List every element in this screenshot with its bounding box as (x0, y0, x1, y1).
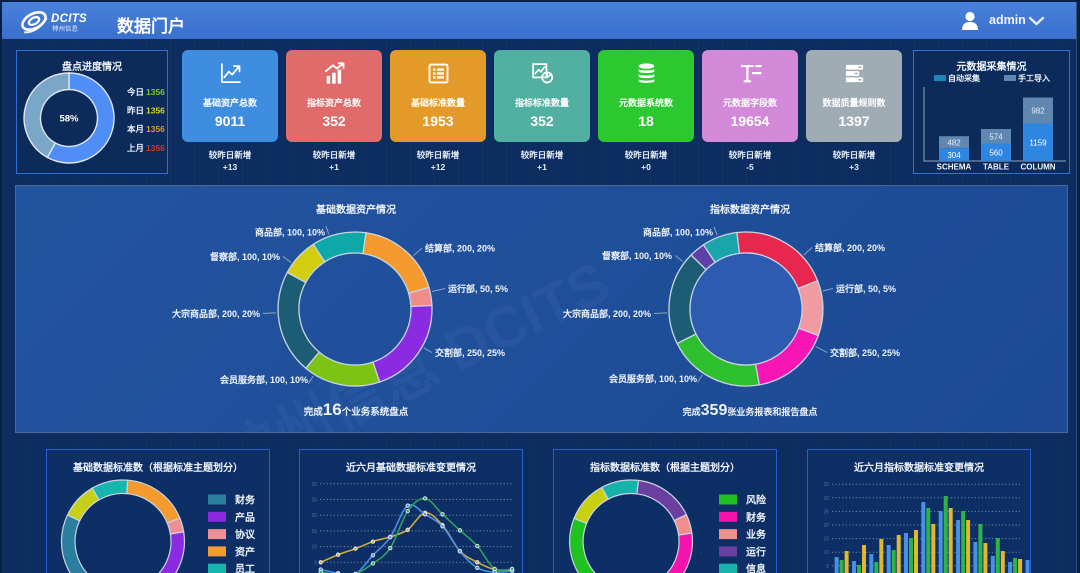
svg-text:督察部, 100, 10%: 督察部, 100, 10% (602, 250, 672, 261)
svg-text:15: 15 (311, 529, 317, 535)
svg-text:大宗商品部, 200, 20%: 大宗商品部, 200, 20% (172, 308, 260, 319)
svg-text:信息: 信息 (746, 563, 766, 573)
svg-text:10: 10 (823, 550, 829, 556)
svg-text:结算部, 200, 20%: 结算部, 200, 20% (815, 242, 885, 253)
svg-text:商品部, 100, 10%: 商品部, 100, 10% (643, 227, 713, 238)
svg-text:业务: 业务 (746, 528, 767, 541)
svg-text:会员服务部, 100, 10%: 会员服务部, 100, 10% (609, 373, 697, 384)
svg-text:指标数据资产情况: 指标数据资产情况 (710, 203, 790, 216)
svg-text:上月: 上月 (127, 143, 144, 153)
svg-text:COLUMN: COLUMN (1020, 163, 1055, 172)
svg-text:1356: 1356 (146, 143, 165, 153)
svg-text:交割部, 250, 25%: 交割部, 250, 25% (830, 347, 900, 358)
svg-text:财务: 财务 (745, 511, 767, 524)
svg-text:1356: 1356 (146, 124, 165, 134)
svg-text:完成16个业务系统盘点: 完成16个业务系统盘点 (304, 400, 409, 419)
svg-text:大宗商品部, 200, 20%: 大宗商品部, 200, 20% (563, 308, 651, 319)
svg-text:资产: 资产 (235, 545, 255, 558)
svg-text:TABLE: TABLE (983, 163, 1010, 172)
svg-text:15: 15 (823, 537, 829, 543)
svg-text:手工导入: 手工导入 (1018, 73, 1050, 83)
svg-text:560: 560 (989, 149, 1003, 158)
svg-text:35: 35 (823, 482, 829, 488)
svg-text:产品: 产品 (235, 511, 255, 524)
svg-text:1356: 1356 (146, 87, 165, 97)
svg-text:今日: 今日 (126, 87, 144, 97)
svg-text:督察部, 100, 10%: 督察部, 100, 10% (210, 251, 280, 262)
svg-text:运行部, 50, 5%: 运行部, 50, 5% (448, 283, 508, 294)
svg-text:结算部, 200, 20%: 结算部, 200, 20% (425, 243, 495, 254)
svg-text:风险: 风险 (746, 494, 767, 507)
svg-text:财务: 财务 (234, 494, 256, 507)
svg-text:5: 5 (314, 560, 317, 566)
svg-text:20: 20 (823, 523, 829, 529)
svg-text:本月: 本月 (127, 124, 144, 134)
svg-text:20: 20 (311, 513, 317, 519)
svg-text:运行: 运行 (746, 545, 766, 558)
svg-text:昨日: 昨日 (127, 106, 144, 116)
svg-text:协议: 协议 (235, 528, 256, 541)
svg-text:5: 5 (826, 564, 829, 570)
svg-text:基础数据资产情况: 基础数据资产情况 (315, 203, 396, 216)
svg-text:SCHEMA: SCHEMA (937, 163, 972, 172)
svg-text:商品部, 100, 10%: 商品部, 100, 10% (255, 227, 325, 238)
svg-text:神州信息: 神州信息 (52, 24, 79, 33)
svg-text:交割部, 250, 25%: 交割部, 250, 25% (435, 347, 505, 358)
svg-text:30: 30 (311, 482, 317, 488)
svg-text:DCITS: DCITS (51, 13, 87, 25)
svg-text:482: 482 (947, 139, 961, 148)
svg-text:员工: 员工 (235, 564, 255, 573)
svg-text:574: 574 (989, 133, 1003, 142)
svg-text:982: 982 (1031, 107, 1045, 116)
svg-text:25: 25 (823, 509, 829, 515)
svg-text:运行部, 50, 5%: 运行部, 50, 5% (836, 283, 896, 294)
svg-text:完成359张业务报表和报告盘点: 完成359张业务报表和报告盘点 (683, 402, 818, 419)
svg-text:1356: 1356 (146, 106, 165, 116)
svg-text:30: 30 (823, 496, 829, 502)
svg-text:会员服务部, 100, 10%: 会员服务部, 100, 10% (220, 374, 308, 385)
svg-text:304: 304 (947, 151, 961, 160)
svg-text:自动采集: 自动采集 (948, 73, 981, 83)
svg-text:1159: 1159 (1029, 139, 1047, 148)
svg-text:25: 25 (311, 498, 317, 504)
svg-text:10: 10 (311, 545, 317, 551)
svg-text:58%: 58% (59, 114, 79, 125)
